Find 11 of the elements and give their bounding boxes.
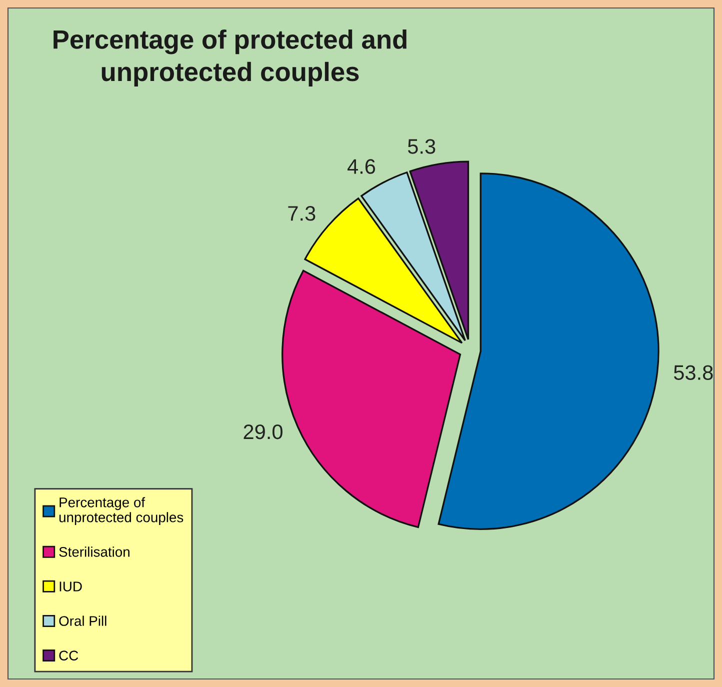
legend-label: CC xyxy=(59,650,78,660)
legend-label: Oral Pill xyxy=(59,616,106,626)
legend-label: IUD xyxy=(60,582,82,592)
data-label: 5.3 xyxy=(408,139,436,154)
data-label: 7.3 xyxy=(288,206,316,221)
data-label: 4.6 xyxy=(348,159,376,174)
data-label: 53.8 xyxy=(674,365,713,380)
legend-label: Percentage of unprotected couples xyxy=(59,497,184,526)
data-label: 29.0 xyxy=(244,424,282,440)
legend-label: Sterilisation xyxy=(59,546,130,557)
chart-title: Percentage of protected and unprotected couples xyxy=(54,30,406,86)
